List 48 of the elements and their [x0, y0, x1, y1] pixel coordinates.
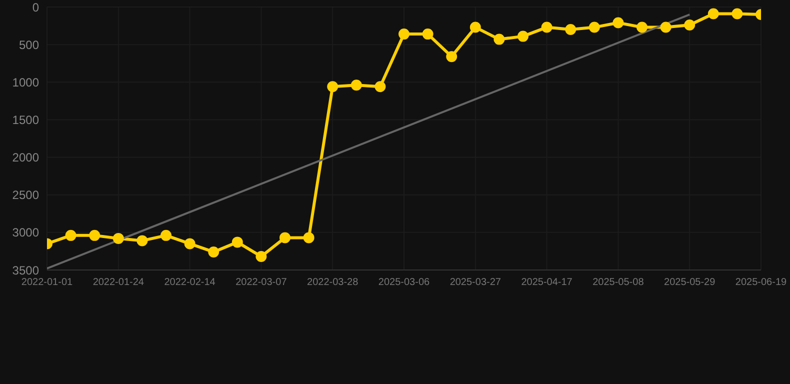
y-tick-label: 2500 — [12, 188, 40, 202]
point — [446, 51, 458, 62]
y-tick-label: 2000 — [12, 150, 40, 165]
x-tick-label: 2022-01-24 — [92, 277, 144, 288]
x-tick-label: 2025-03-06 — [378, 277, 430, 288]
y-tick-label: 1000 — [12, 75, 40, 90]
point — [65, 230, 76, 241]
point — [89, 230, 100, 241]
x-tick-label: 2025-05-29 — [664, 277, 716, 288]
point — [374, 81, 386, 92]
point — [398, 28, 410, 40]
point — [612, 17, 624, 28]
point — [160, 230, 172, 241]
y-tick-label: 500 — [18, 38, 40, 52]
point — [588, 22, 600, 33]
point — [708, 8, 719, 20]
point — [518, 30, 528, 42]
point — [112, 232, 124, 244]
y-tick-label: 0 — [32, 0, 40, 14]
point — [136, 235, 148, 246]
point — [422, 28, 434, 40]
x-tick-label: 2025-06-19 — [735, 277, 788, 288]
point — [660, 22, 672, 33]
point — [684, 20, 696, 31]
point — [208, 246, 220, 258]
x-tick-label: 2022-03-07 — [236, 277, 288, 288]
x-tick-label: 2022-03-28 — [307, 277, 359, 288]
point — [494, 34, 505, 45]
x-tick-label: 2025-04-17 — [521, 277, 573, 288]
point — [303, 232, 314, 244]
x-tick-label: 2025-03-27 — [450, 277, 502, 288]
point — [256, 250, 267, 262]
point — [327, 81, 338, 92]
point — [184, 238, 196, 250]
point — [350, 80, 362, 91]
point — [565, 24, 576, 36]
point — [541, 22, 552, 33]
y-tick-label: 3500 — [12, 263, 40, 278]
point — [470, 22, 481, 33]
x-tick-label: 2022-02-14 — [164, 277, 216, 288]
point — [280, 232, 290, 244]
point — [732, 8, 743, 20]
point — [232, 236, 243, 248]
x-tick-label: 2022-01-01 — [21, 277, 74, 288]
y-tick-label: 1500 — [12, 112, 40, 127]
y-tick-label: 3000 — [12, 226, 40, 240]
point — [636, 22, 648, 33]
x-tick-label: 2025-05-08 — [592, 277, 644, 288]
